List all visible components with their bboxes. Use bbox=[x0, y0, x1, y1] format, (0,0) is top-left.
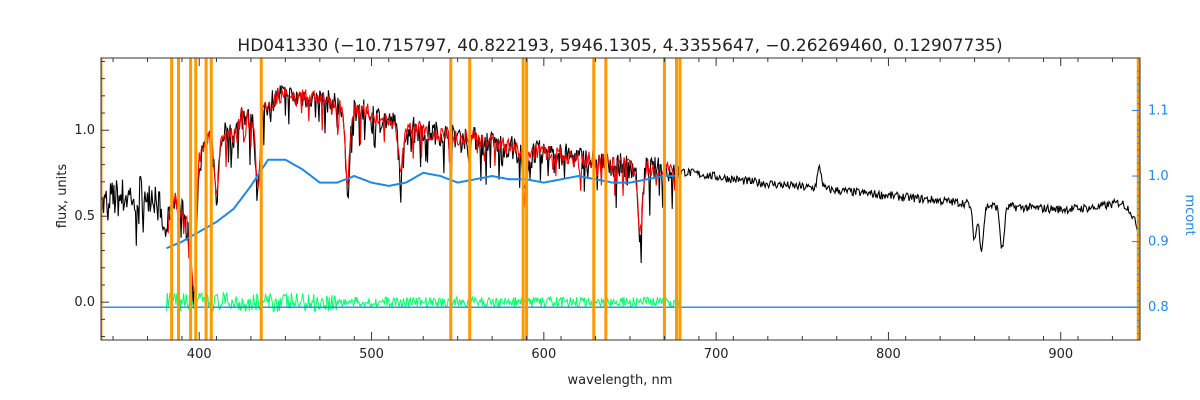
y-tick-label: 0.0 bbox=[74, 295, 95, 310]
x-tick-label: 900 bbox=[1048, 347, 1073, 362]
x-tick-label: 400 bbox=[187, 347, 212, 362]
x-tick-label: 800 bbox=[876, 347, 901, 362]
residuals-line bbox=[166, 291, 679, 313]
y-axis-left: 0.0 0.5 1.0 bbox=[74, 60, 109, 338]
y-axis-label: flux, units bbox=[55, 164, 70, 229]
y2-axis-label: mcont bbox=[1182, 194, 1197, 235]
y-tick-label: 1.0 bbox=[74, 123, 95, 138]
x-axis-label: wavelength, nm bbox=[568, 373, 673, 388]
observed-spectrum-line bbox=[101, 84, 1140, 309]
y-tick-label: 0.5 bbox=[74, 209, 95, 224]
y2-tick-label: 1.0 bbox=[1148, 169, 1169, 184]
x-tick-label: 600 bbox=[531, 347, 556, 362]
x-axis: 400 500 600 700 800 900 bbox=[112, 58, 1113, 362]
x-tick-label: 700 bbox=[704, 347, 729, 362]
plot-area bbox=[101, 58, 1140, 340]
y-axis-right: 0.8 0.9 1.0 1.1 bbox=[1132, 70, 1169, 334]
y2-tick-label: 0.9 bbox=[1148, 235, 1169, 250]
chart-title: HD041330 (−10.715797, 40.822193, 5946.13… bbox=[237, 36, 1002, 56]
y2-tick-label: 0.8 bbox=[1148, 300, 1169, 315]
x-tick-label: 500 bbox=[359, 347, 384, 362]
y2-tick-label: 1.1 bbox=[1148, 103, 1169, 118]
